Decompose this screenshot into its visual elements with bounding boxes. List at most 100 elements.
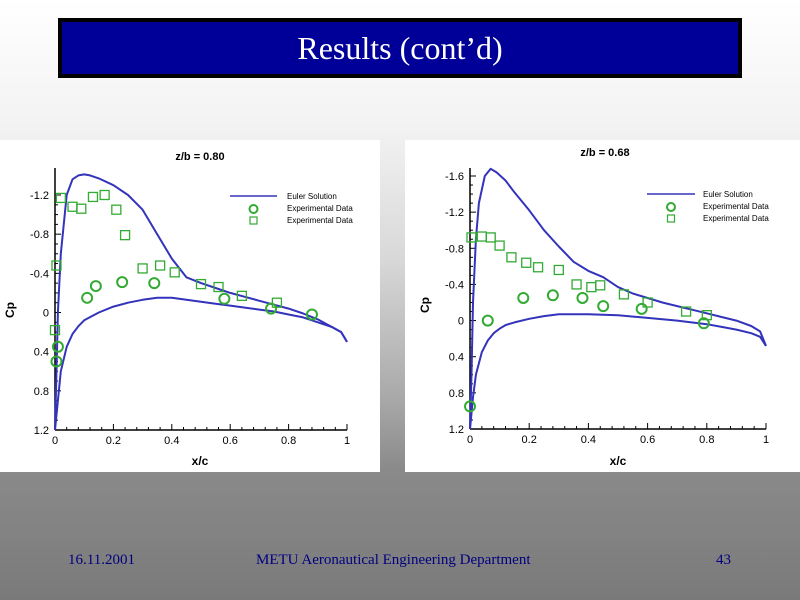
euler-solution-line <box>54 173 348 431</box>
cp-chart-zb-068: z/b = 0.68-1.6-1.2-0.8-0.400.40.81.20 0.2… <box>418 147 769 468</box>
footer-organization: METU Aeronautical Engineering Department <box>256 552 531 568</box>
experimental-square-point <box>595 280 606 291</box>
experimental-circle-point <box>81 291 94 304</box>
x-axis-label: x/c <box>610 454 627 468</box>
experimental-square-point <box>154 260 166 271</box>
y-tick-label: 0 <box>43 308 49 320</box>
chart-panel-zb-068: z/b = 0.68 -1.6 -1.2 -0.8 -0.4 0 0.4 0.8 1.2 0 0.2… <box>405 140 800 472</box>
chart-title: z/b = 0.80 <box>175 151 224 163</box>
y-tick-label: 0.4 <box>449 352 464 364</box>
legend-label: Experimental Data <box>287 216 353 225</box>
experimental-circle-point <box>481 314 494 327</box>
y-tick-label: 0 <box>458 316 464 328</box>
experimental-circle-point <box>464 400 476 413</box>
x-tick-label: 0.6 <box>640 434 655 446</box>
experimental-square-point <box>137 263 148 274</box>
euler-solution-line <box>54 296 348 431</box>
legend-label: Euler Solution <box>287 192 337 201</box>
experimental-circle-point <box>597 300 610 313</box>
legend-label: Experimental Data <box>703 202 769 211</box>
experimental-square-point <box>485 232 496 243</box>
x-tick-label: 0 <box>467 434 473 446</box>
experimental-circle-point <box>148 277 161 290</box>
y-tick-label: -1.2 <box>30 190 49 202</box>
y-axis-label: Cp <box>418 297 432 313</box>
experimental-square-point <box>521 257 532 268</box>
footer-page-number: 43 <box>716 552 731 568</box>
chart-title: z/b = 0.68 <box>580 147 629 159</box>
experimental-square-point <box>680 306 692 317</box>
experimental-square-point <box>99 189 110 201</box>
y-tick-label: 0.4 <box>34 347 49 359</box>
experimental-square-point <box>67 201 78 212</box>
experimental-square-point <box>169 267 180 278</box>
experimental-square-point <box>271 297 283 308</box>
euler-solution-line <box>469 313 767 430</box>
x-tick-label: 0.4 <box>164 435 179 447</box>
y-tick-label: -1.6 <box>445 171 464 183</box>
experimental-circle-point <box>576 291 589 304</box>
experimental-square-point <box>195 278 207 290</box>
experimental-circle-point <box>218 292 231 305</box>
x-axis-label: x/c <box>192 454 209 468</box>
slide-title-bar: Results (cont’d) <box>58 18 742 78</box>
footer-date: 16.11.2001 <box>68 552 135 568</box>
experimental-square-point <box>236 290 248 302</box>
experimental-circle-point <box>50 355 63 368</box>
y-tick-label: 0.8 <box>449 388 464 400</box>
legend-square-marker <box>666 214 676 223</box>
euler-solution-line <box>469 167 767 430</box>
experimental-square-point <box>494 240 505 251</box>
y-tick-label: -0.8 <box>445 243 464 255</box>
legend-label: Euler Solution <box>703 190 753 199</box>
x-tick-label: 1 <box>763 434 769 446</box>
y-tick-label: -0.4 <box>445 279 464 291</box>
cp-chart-zb-080: z/b = 0.80-1.2-0.8-0.400.40.81.20 0.2 0.4 0… <box>3 151 353 468</box>
experimental-square-point <box>87 191 99 203</box>
x-tick-label: 0.2 <box>522 434 537 446</box>
slide-title: Results (cont’d) <box>62 22 738 74</box>
x-tick-label: 0.8 <box>699 434 714 446</box>
experimental-circle-point <box>697 317 710 330</box>
y-axis-label: Cp <box>3 302 17 318</box>
experimental-circle-point <box>517 291 530 304</box>
experimental-square-point <box>618 289 630 300</box>
experimental-square-point <box>586 281 597 293</box>
experimental-square-point <box>111 204 122 215</box>
experimental-square-point <box>642 297 653 308</box>
y-tick-label: 1.2 <box>34 425 49 437</box>
x-tick-label: 0.6 <box>223 435 238 447</box>
experimental-square-point <box>49 324 61 336</box>
x-tick-label: 0.4 <box>581 434 596 446</box>
y-tick-label: 0.8 <box>34 386 49 398</box>
x-tick-label: 0.8 <box>281 435 296 447</box>
experimental-square-point <box>476 231 487 242</box>
experimental-square-point <box>119 229 131 241</box>
experimental-square-point <box>466 232 477 243</box>
experimental-circle-point <box>89 280 102 293</box>
experimental-square-point <box>55 192 66 204</box>
y-tick-label: -0.4 <box>30 268 49 280</box>
x-tick-label: 1 <box>344 435 350 447</box>
y-tick-label: -0.8 <box>30 229 49 241</box>
legend-square-marker <box>249 216 258 225</box>
legend-circle-marker <box>666 202 676 212</box>
experimental-square-point <box>51 260 62 271</box>
experimental-circle-point <box>51 340 64 353</box>
experimental-square-point <box>571 279 582 290</box>
experimental-circle-point <box>635 302 648 315</box>
experimental-circle-point <box>305 308 318 321</box>
y-tick-label: -1.2 <box>445 207 464 219</box>
legend-label: Experimental Data <box>703 214 769 223</box>
experimental-square-point <box>532 262 544 273</box>
experimental-square-point <box>701 309 712 321</box>
experimental-square-point <box>213 281 224 293</box>
experimental-circle-point <box>116 276 129 289</box>
x-tick-label: 0 <box>52 435 58 447</box>
x-tick-label: 0.2 <box>106 435 121 447</box>
y-tick-label: 1.2 <box>449 424 464 436</box>
experimental-circle-point <box>546 289 559 302</box>
experimental-circle-point <box>265 302 278 315</box>
chart-panel-zb-080: z/b = 0.80 -1.2 -0.8 -0.4 0 0.4 0.8 1.2 0 0.2 0.4 0… <box>0 140 380 472</box>
legend-label: Experimental Data <box>287 204 353 213</box>
